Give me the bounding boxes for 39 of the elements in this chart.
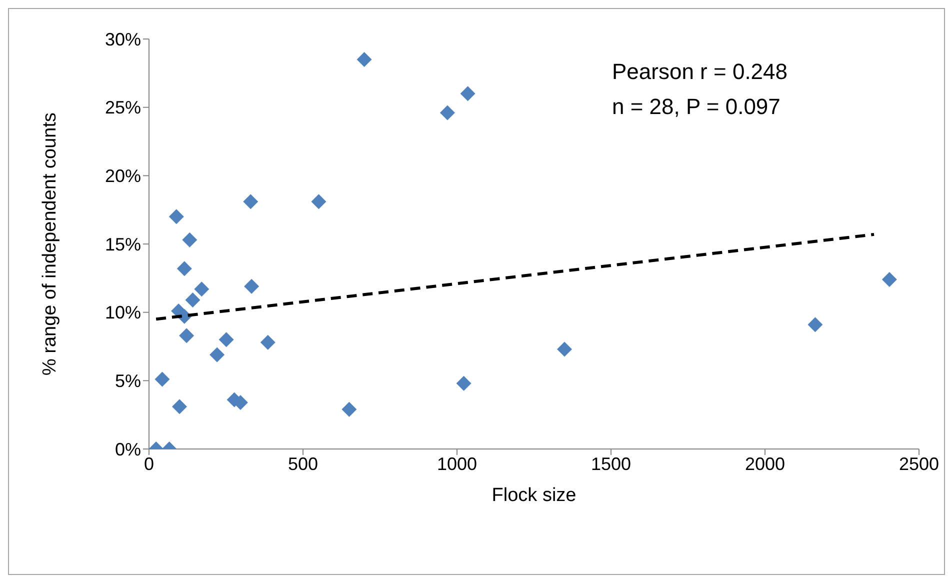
point: [185, 292, 200, 308]
y-tick-label: 30%: [104, 29, 141, 50]
y-axis-title: % range of independent counts: [40, 112, 61, 376]
y-tick-label: 0%: [114, 439, 141, 460]
point: [179, 328, 194, 344]
point: [882, 272, 897, 288]
point: [311, 194, 326, 210]
point: [210, 347, 225, 362]
point: [176, 261, 192, 276]
y-tick-label: 20%: [104, 166, 141, 186]
x-axis-title: Flock size: [492, 485, 576, 506]
point: [244, 278, 260, 294]
x-tick-label: 1000: [436, 454, 478, 474]
y-tick-label: 25%: [104, 98, 141, 118]
point: [456, 376, 472, 391]
x-tick-label: 2000: [744, 454, 786, 474]
point: [556, 342, 572, 357]
point: [194, 282, 210, 297]
point: [260, 334, 276, 350]
point: [356, 52, 372, 67]
point: [154, 372, 170, 387]
point: [182, 232, 198, 248]
x-tick-label: 500: [288, 454, 318, 474]
point: [172, 399, 187, 414]
annotation: n = 28, P = 0.097: [612, 94, 780, 120]
annotation: Pearson r = 0.248: [612, 59, 788, 85]
point: [808, 317, 823, 332]
point: [243, 194, 258, 210]
y-tick-label: 15%: [104, 234, 141, 254]
y-tick-label: 10%: [104, 302, 141, 323]
x-tick-label: 2500: [898, 454, 940, 474]
x-tick-label: 0: [144, 454, 154, 474]
point: [168, 209, 184, 224]
point: [460, 86, 476, 102]
y-tick-label: 5%: [114, 371, 141, 392]
x-tick-label: 1500: [590, 454, 632, 474]
point: [440, 105, 455, 120]
point: [342, 402, 357, 417]
point: [218, 332, 234, 348]
